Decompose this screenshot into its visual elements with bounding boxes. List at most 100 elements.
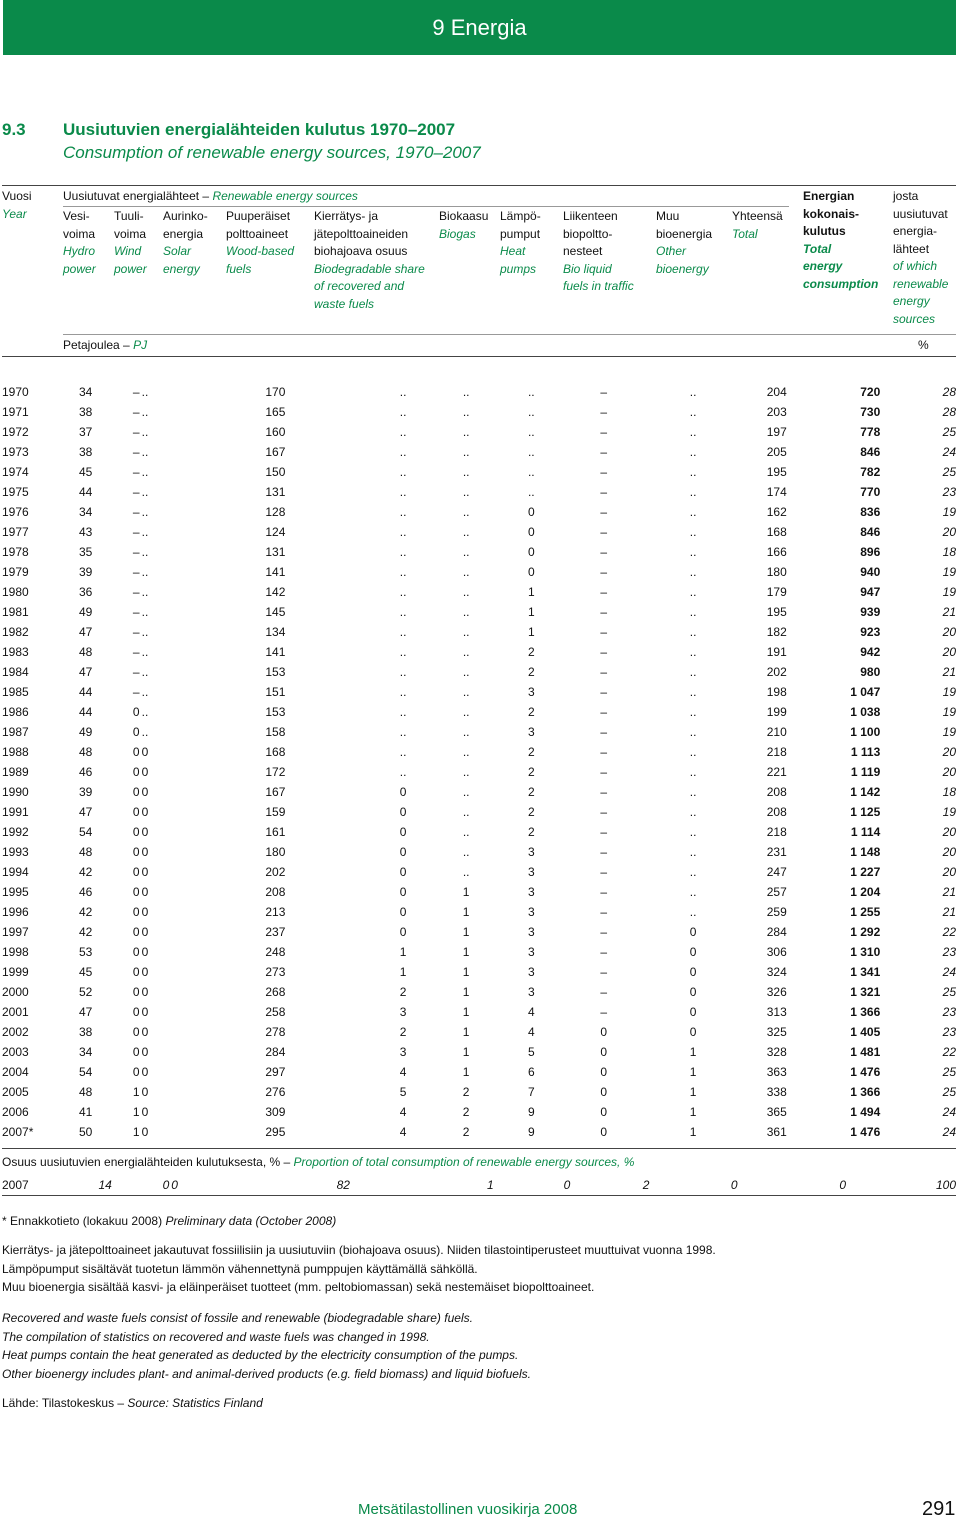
header-hydro: Vesi- voima Hydro power [63, 208, 96, 278]
table-cell: 28 [942, 385, 956, 399]
data-table: 1970 34–.. 170...... –.. 204 720 28 1971 38–.. 16… [2, 382, 956, 1142]
table-cell: .. [527, 485, 535, 499]
table-cell: 324 [766, 965, 787, 979]
table-cell: 167 [265, 785, 286, 799]
table-cell: .. [141, 585, 149, 599]
table-cell: – [600, 725, 608, 739]
table-row: 1990 39 0 0 167 0.. 2–.. 208 1 142 18 [2, 782, 956, 802]
table-cell: – [600, 425, 608, 439]
table-row: 1974 45–.. 150...... –.. 195 782 25 [2, 462, 956, 482]
hdr-text: Total [803, 241, 832, 256]
hdr-text: Lämpö- [500, 209, 541, 223]
table-cell: 1994 [2, 865, 29, 879]
unit-rule [63, 334, 956, 335]
table-cell: .. [399, 685, 407, 699]
table-cell: 179 [766, 585, 787, 599]
table-cell: 1990 [2, 785, 29, 799]
table-cell: 1973 [2, 445, 29, 459]
table-cell: 45 [78, 465, 93, 479]
table-cell: 328 [766, 1045, 787, 1059]
table-row: 2007* 50 1 0 295 4 2 9 0 1 361 1 476 24 [2, 1122, 956, 1142]
table-row: 1977 43 –.. 124.... 0 –.. 168 846 20 [2, 522, 956, 542]
table-cell: 1 310 [850, 945, 881, 959]
table-cell: 1 476 [850, 1125, 881, 1139]
table-cell: 0 [141, 1085, 149, 1099]
table-cell: 35 [78, 545, 93, 559]
table-cell: 940 [860, 565, 881, 579]
table-row: 1971 38–.. 165...... –.. 203 730 28 [2, 402, 956, 422]
table-cell: 0 [141, 785, 149, 799]
header-solar: Aurinko- energia Solar energy [163, 208, 208, 278]
table-cell: 1985 [2, 685, 29, 699]
table-cell: 258 [265, 1005, 286, 1019]
table-cell: 1 255 [850, 905, 881, 919]
note-line: Lämpöpumput sisältävät tuotetun lämmön v… [2, 1261, 478, 1276]
table-cell: 0 [600, 1065, 608, 1079]
table-row: 1970 34–.. 170...... –.. 204 720 28 [2, 382, 956, 402]
table-cell: .. [462, 805, 470, 819]
table-cell: 42 [78, 905, 93, 919]
table-row: 2001 47 0 0 258 3 1 4–0 313 1 366 23 [2, 1002, 956, 1022]
table-cell: 203 [766, 405, 787, 419]
table-cell: 363 [766, 1065, 787, 1079]
table-cell: 53 [78, 945, 93, 959]
table-cell: 6 [527, 1065, 535, 1079]
unit-en: PJ [133, 338, 148, 352]
table-row: 1993 48 0 0 180 0.. 3–.. 231 1 148 20 [2, 842, 956, 862]
table-cell: – [600, 785, 608, 799]
table-cell: .. [399, 385, 407, 399]
table-cell: 2007* [2, 1125, 34, 1139]
table-cell: 0 [132, 885, 140, 899]
table-cell: .. [462, 565, 470, 579]
table-cell: .. [399, 485, 407, 499]
table-cell: 39 [78, 565, 93, 579]
table-cell: 54 [78, 1065, 93, 1079]
table-cell: .. [141, 425, 149, 439]
table-cell: 923 [860, 625, 881, 639]
table-cell: 38 [78, 1025, 93, 1039]
table-cell: 0 [399, 825, 407, 839]
proportion-cell: 0 [162, 1178, 170, 1192]
table-cell: .. [689, 825, 697, 839]
table-cell: – [600, 945, 608, 959]
table-cell: .. [689, 385, 697, 399]
table-cell: 1987 [2, 725, 29, 739]
table-cell: 49 [78, 725, 93, 739]
table-cell: 1972 [2, 425, 29, 439]
table-row: 1972 37–.. 160...... –.. 197 778 25 [2, 422, 956, 442]
table-cell: 1 227 [850, 865, 881, 879]
table-row: 1996 42 0 0 213 0 1 3–.. 259 1 255 21 [2, 902, 956, 922]
table-cell: 0 [132, 705, 140, 719]
table-cell: 4 [527, 1025, 535, 1039]
table-cell: 208 [265, 885, 286, 899]
hdr-text: pumps [500, 261, 537, 276]
table-cell: 0 [141, 985, 149, 999]
table-cell: 0 [600, 1105, 608, 1119]
table-cell: 202 [766, 665, 787, 679]
table-cell: .. [141, 725, 149, 739]
table-cell: 284 [766, 925, 787, 939]
table-cell: – [132, 605, 140, 619]
table-cell: – [600, 525, 608, 539]
hdr-text: Biokaasu [439, 209, 489, 223]
table-row: 1981 49 –.. 145.... 1 –.. 195 939 21 [2, 602, 956, 622]
table-cell: 41 [78, 1105, 93, 1119]
hdr-text: Liikenteen [563, 209, 618, 223]
hdr-text: Kierrätys- ja [314, 209, 379, 223]
table-cell: .. [462, 765, 470, 779]
table-cell: – [600, 765, 608, 779]
table-cell: – [600, 745, 608, 759]
table-row: 1985 44 –.. 151.... 3 –.. 198 1 047 19 [2, 682, 956, 702]
table-cell: .. [399, 465, 407, 479]
table-cell: .. [399, 625, 407, 639]
table-cell: 1 481 [850, 1045, 881, 1059]
table-cell: .. [462, 725, 470, 739]
table-cell: 134 [265, 625, 286, 639]
table-cell: 218 [766, 825, 787, 839]
table-cell: 0 [141, 865, 149, 879]
table-cell: 25 [942, 1085, 956, 1099]
table-cell: 34 [78, 385, 93, 399]
table-cell: 1979 [2, 565, 29, 579]
table-row: 1978 35 –.. 131.... 0 –.. 166 896 18 [2, 542, 956, 562]
proportion-cell: 1 [486, 1178, 494, 1192]
